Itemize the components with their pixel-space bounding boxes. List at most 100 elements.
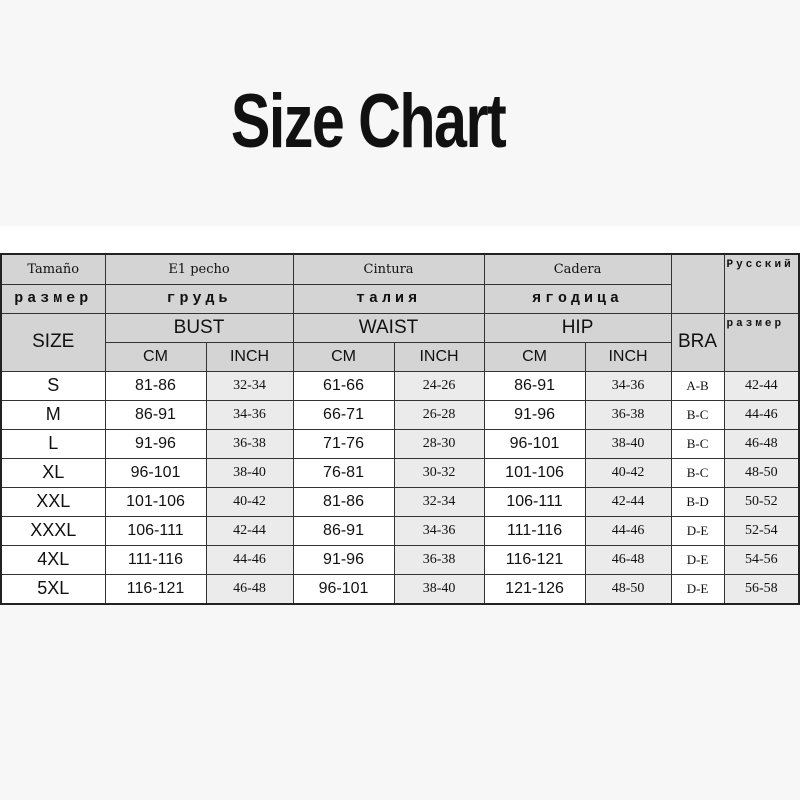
cell-bra: D-E (670, 515, 725, 546)
unit-cm: CM (104, 341, 207, 372)
cell-waist-inch: 26-28 (393, 399, 485, 430)
cell-russian-size: 44-46 (723, 399, 800, 430)
cell-bust-inch: 40-42 (205, 486, 294, 517)
table-row: L 91-96 36-38 71-76 28-30 96-101 38-40 B-C 46-48 (0, 428, 800, 459)
cell-bra: B-C (670, 428, 725, 459)
header-russian-size: размер (723, 312, 800, 372)
header-hip: HIP (483, 312, 672, 343)
cell-russian-size: 52-54 (723, 515, 800, 546)
cell-bra: D-E (670, 573, 725, 604)
cell-hip-cm: 116-121 (483, 544, 586, 575)
cell-bust-cm: 96-101 (104, 457, 207, 488)
cell-russian-size: 46-48 (723, 428, 800, 459)
cell-size: XL (0, 457, 106, 488)
cell-size: M (0, 399, 106, 430)
cell-hip-inch: 42-44 (584, 486, 672, 517)
cell-bust-inch: 34-36 (205, 399, 294, 430)
unit-inch: INCH (393, 341, 485, 372)
cell-bust-inch: 42-44 (205, 515, 294, 546)
cell-size: L (0, 428, 106, 459)
cell-waist-inch: 30-32 (393, 457, 485, 488)
cell-bust-inch: 44-46 (205, 544, 294, 575)
cell-waist-cm: 81-86 (292, 486, 395, 517)
cell-hip-cm: 86-91 (483, 370, 586, 401)
cell-hip-cm: 111-116 (483, 515, 586, 546)
header-russian: Русский (723, 253, 800, 314)
cell-bust-cm: 91-96 (104, 428, 207, 459)
cell-waist-inch: 32-34 (393, 486, 485, 517)
table-row: XL 96-101 38-40 76-81 30-32 101-106 40-42 B-C 48… (0, 457, 800, 488)
unit-cm: CM (483, 341, 586, 372)
table-row: M 86-91 34-36 66-71 26-28 91-96 36-38 B-C 44-46 (0, 399, 800, 430)
cell-waist-cm: 66-71 (292, 399, 395, 430)
cell-size: 4XL (0, 544, 106, 575)
cell-waist-inch: 36-38 (393, 544, 485, 575)
cell-waist-inch: 38-40 (393, 573, 485, 604)
cell-size: XXL (0, 486, 106, 517)
cell-hip-inch: 48-50 (584, 573, 672, 604)
cell-russian-size: 56-58 (723, 573, 800, 604)
unit-inch: INCH (205, 341, 294, 372)
cell-bust-cm: 111-116 (104, 544, 207, 575)
cell-hip-inch: 46-48 (584, 544, 672, 575)
header-bra: BRA (670, 312, 725, 372)
header-hip-ru: ягодица (483, 283, 672, 314)
cell-waist-cm: 91-96 (292, 544, 395, 575)
size-chart-table: Tamaño E1 pecho Cintura Cadera Русский р… (0, 253, 800, 605)
cell-size: S (0, 370, 106, 401)
table-row: S 81-86 32-34 61-66 24-26 86-91 34-36 A-B 42-44 (0, 370, 800, 401)
cell-waist-cm: 86-91 (292, 515, 395, 546)
cell-bra: D-E (670, 544, 725, 575)
cell-size: 5XL (0, 573, 106, 604)
cell-waist-cm: 61-66 (292, 370, 395, 401)
unit-cm: CM (292, 341, 395, 372)
header-hip-es: Cadera (483, 253, 672, 285)
header-waist-ru: талия (292, 283, 485, 314)
table-row: 4XL 111-116 44-46 91-96 36-38 116-121 46-48 D-E… (0, 544, 800, 575)
cell-waist-inch: 24-26 (393, 370, 485, 401)
cell-hip-inch: 36-38 (584, 399, 672, 430)
header-size: SIZE (0, 312, 106, 372)
cell-bust-inch: 36-38 (205, 428, 294, 459)
cell-bra: B-C (670, 399, 725, 430)
cell-bust-cm: 81-86 (104, 370, 207, 401)
cell-waist-cm: 71-76 (292, 428, 395, 459)
header-blank (670, 253, 725, 314)
cell-hip-inch: 34-36 (584, 370, 672, 401)
cell-hip-cm: 106-111 (483, 486, 586, 517)
header-waist-es: Cintura (292, 253, 485, 285)
cell-waist-cm: 76-81 (292, 457, 395, 488)
cell-bust-cm: 101-106 (104, 486, 207, 517)
header-size-ru: размер (0, 283, 106, 314)
cell-bra: A-B (670, 370, 725, 401)
cell-hip-cm: 91-96 (483, 399, 586, 430)
table-row: XXL 101-106 40-42 81-86 32-34 106-111 42-44 B-D… (0, 486, 800, 517)
page-title: Size Chart (230, 79, 507, 164)
cell-bra: B-C (670, 457, 725, 488)
header-bust-es: E1 pecho (104, 253, 294, 285)
cell-waist-inch: 34-36 (393, 515, 485, 546)
table-row: 5XL 116-121 46-48 96-101 38-40 121-126 48-50 D-… (0, 573, 800, 604)
cell-bust-inch: 46-48 (205, 573, 294, 604)
cell-hip-cm: 96-101 (483, 428, 586, 459)
divider-band (0, 226, 800, 254)
cell-bra: B-D (670, 486, 725, 517)
cell-russian-size: 42-44 (723, 370, 800, 401)
cell-russian-size: 50-52 (723, 486, 800, 517)
cell-bust-inch: 38-40 (205, 457, 294, 488)
cell-waist-cm: 96-101 (292, 573, 395, 604)
cell-size: XXXL (0, 515, 106, 546)
cell-hip-inch: 38-40 (584, 428, 672, 459)
cell-waist-inch: 28-30 (393, 428, 485, 459)
unit-inch: INCH (584, 341, 672, 372)
cell-bust-cm: 86-91 (104, 399, 207, 430)
cell-russian-size: 48-50 (723, 457, 800, 488)
header-bust: BUST (104, 312, 294, 343)
cell-bust-inch: 32-34 (205, 370, 294, 401)
cell-hip-inch: 44-46 (584, 515, 672, 546)
cell-bust-cm: 116-121 (104, 573, 207, 604)
cell-hip-cm: 101-106 (483, 457, 586, 488)
header-waist: WAIST (292, 312, 485, 343)
header-bust-ru: грудь (104, 283, 294, 314)
cell-russian-size: 54-56 (723, 544, 800, 575)
